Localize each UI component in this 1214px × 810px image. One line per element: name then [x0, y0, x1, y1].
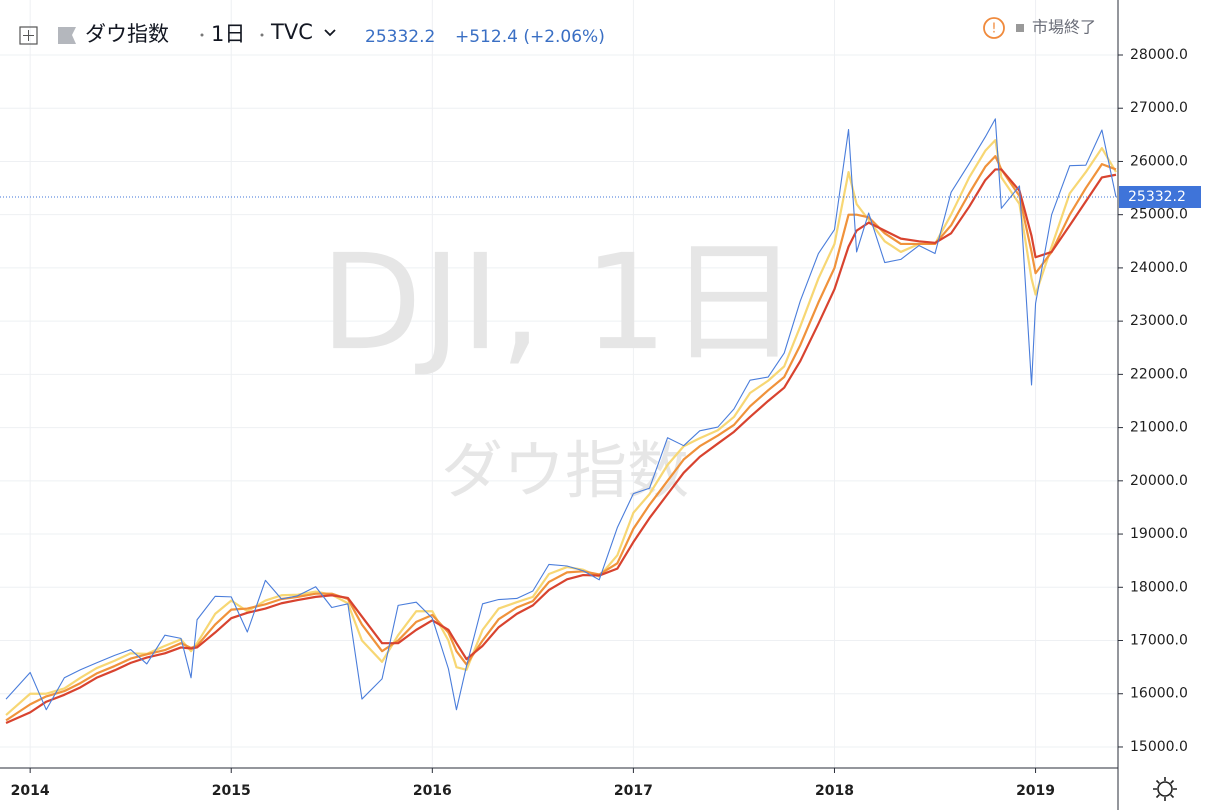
change: +512.4 (+2.06%) [455, 27, 605, 47]
series-line [5, 168, 1117, 725]
y-tick-label: 17000.0 [1130, 633, 1188, 649]
flag-icon [58, 27, 76, 44]
x-tick-label: 2019 [1016, 783, 1055, 799]
last-price-label: 25332.2 [1128, 189, 1186, 205]
series-line [5, 155, 1117, 722]
x-tick-label: 2015 [212, 783, 251, 799]
status-dot [1016, 24, 1024, 32]
gear [1157, 781, 1173, 797]
gear-teeth [1153, 777, 1177, 801]
interval[interactable]: 1日 [211, 22, 245, 46]
plot-area [0, 118, 1118, 725]
y-tick-label: 16000.0 [1130, 686, 1188, 702]
y-tick-label: 24000.0 [1130, 260, 1188, 276]
symbol[interactable]: ダウ指数 [85, 22, 169, 46]
series-line [5, 118, 1117, 711]
watermark: DJI, 1日 [320, 226, 799, 380]
alert-icon[interactable] [983, 17, 1005, 39]
alert-icon: ! [991, 22, 996, 37]
chevron[interactable] [324, 29, 336, 37]
y-tick-label: 22000.0 [1130, 366, 1188, 382]
y-tick-label: 25000.0 [1130, 207, 1188, 223]
x-tick-label: 2016 [413, 783, 452, 799]
grid [0, 0, 1118, 768]
expand-icon[interactable] [19, 26, 38, 45]
y-tick-label: 28000.0 [1130, 47, 1188, 63]
y-tick-label: 15000.0 [1130, 739, 1188, 755]
settings-icon[interactable] [1153, 777, 1177, 801]
y-tick-label: 18000.0 [1130, 579, 1188, 595]
header: ダウ指数 1日 TVC 25332.2 +512.4 (+2.06%) ! 市場… [19, 17, 1096, 47]
watermark-sub: ダウ指数 [441, 434, 689, 507]
last-price-box [1119, 185, 1201, 208]
y-tick-label: 21000.0 [1130, 420, 1188, 436]
x-tick-label: 2014 [11, 783, 50, 799]
market-status: 市場終了 [1032, 18, 1096, 37]
last-price: 25332.2 [365, 27, 435, 47]
separator [200, 33, 204, 37]
y-tick-label: 27000.0 [1130, 100, 1188, 116]
x-tick-label: 2017 [614, 783, 653, 799]
y-tick-label: 26000.0 [1130, 153, 1188, 169]
y-tick-label: 19000.0 [1130, 526, 1188, 542]
y-tick-label: 20000.0 [1130, 473, 1188, 489]
y-tick-label: 23000.0 [1130, 313, 1188, 329]
source[interactable]: TVC [270, 20, 313, 44]
x-tick-label: 2018 [815, 783, 854, 799]
separator [260, 33, 264, 37]
